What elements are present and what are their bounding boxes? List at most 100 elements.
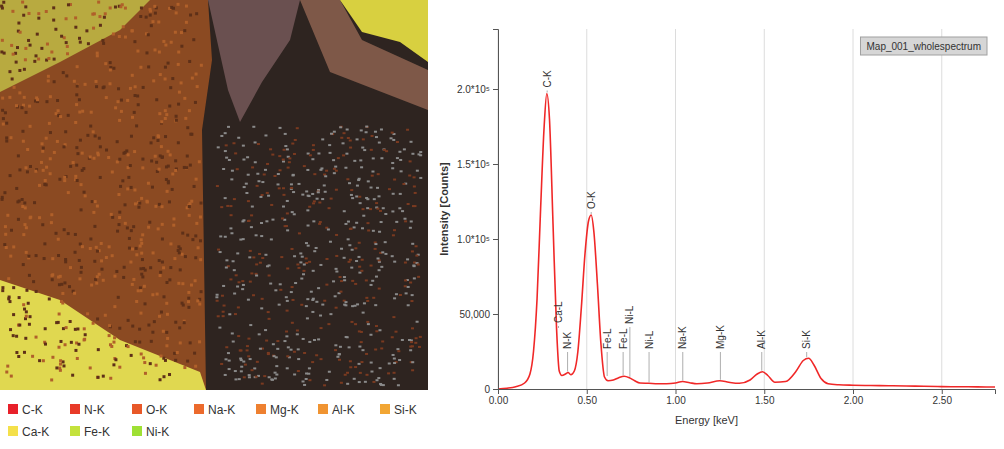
map-pixel bbox=[371, 280, 374, 282]
map-pixel bbox=[362, 138, 365, 140]
map-pixel bbox=[284, 133, 287, 135]
map-pixel bbox=[391, 162, 394, 164]
map-pixel bbox=[286, 148, 289, 150]
map-pixel bbox=[351, 249, 354, 251]
map-pixel bbox=[225, 259, 228, 261]
x-tick-label: 2.50 bbox=[933, 395, 953, 406]
map-pixel bbox=[136, 50, 139, 53]
map-pixel bbox=[55, 366, 58, 369]
y-tick-label: 0 bbox=[484, 384, 490, 395]
map-pixel bbox=[21, 130, 24, 133]
map-pixel bbox=[282, 159, 285, 161]
x-tick-label: 2.00 bbox=[844, 395, 864, 406]
map-region bbox=[340, 0, 428, 62]
map-pixel bbox=[184, 117, 187, 120]
map-pixel bbox=[419, 336, 422, 338]
map-pixel bbox=[375, 276, 378, 278]
map-pixel bbox=[270, 378, 273, 380]
map-pixel bbox=[145, 200, 148, 203]
map-pixel bbox=[404, 262, 407, 264]
map-pixel bbox=[241, 288, 244, 290]
map-pixel bbox=[270, 238, 273, 240]
map-pixel bbox=[47, 75, 50, 78]
map-pixel bbox=[237, 335, 240, 337]
map-pixel bbox=[168, 373, 171, 376]
map-pixel bbox=[408, 339, 411, 341]
map-pixel bbox=[325, 379, 328, 381]
map-pixel bbox=[392, 354, 395, 356]
peak-leader bbox=[761, 352, 762, 371]
map-pixel bbox=[134, 85, 137, 88]
map-pixel bbox=[337, 157, 340, 159]
map-pixel bbox=[35, 54, 38, 57]
map-pixel bbox=[217, 249, 220, 251]
map-pixel bbox=[250, 214, 253, 216]
map-pixel bbox=[100, 242, 103, 245]
map-pixel bbox=[267, 311, 270, 313]
map-pixel bbox=[164, 77, 167, 80]
map-pixel bbox=[227, 352, 230, 354]
map-region bbox=[208, 0, 300, 122]
map-pixel bbox=[358, 266, 361, 268]
map-pixel bbox=[107, 156, 110, 159]
map-pixel bbox=[6, 214, 9, 217]
map-pixel bbox=[74, 26, 77, 29]
map-pixel bbox=[105, 149, 108, 152]
map-pixel bbox=[11, 77, 14, 80]
map-pixel bbox=[18, 168, 21, 171]
map-pixel bbox=[174, 321, 177, 324]
map-pixel bbox=[279, 127, 282, 129]
map-pixel bbox=[365, 126, 368, 128]
legend-label: Map_001_wholespectrum bbox=[866, 41, 981, 52]
map-pixel bbox=[74, 121, 77, 124]
map-pixel bbox=[140, 6, 143, 9]
x-tick-label: 1.50 bbox=[755, 395, 775, 406]
map-pixel bbox=[382, 384, 385, 386]
map-pixel bbox=[373, 198, 376, 200]
map-pixel bbox=[303, 165, 306, 167]
map-pixel bbox=[45, 166, 48, 169]
map-pixel bbox=[131, 29, 134, 32]
map-pixel bbox=[102, 279, 105, 282]
map-pixel bbox=[131, 29, 134, 32]
map-pixel bbox=[153, 5, 156, 8]
y-tick: 1.0*10⁵ bbox=[457, 234, 498, 245]
y-tick: 0 bbox=[484, 384, 498, 395]
map-pixel bbox=[263, 375, 266, 377]
map-pixel bbox=[381, 251, 384, 253]
map-pixel bbox=[123, 266, 126, 269]
map-pixel bbox=[188, 60, 191, 63]
map-pixel bbox=[372, 297, 375, 299]
map-pixel bbox=[417, 264, 420, 266]
map-pixel bbox=[80, 208, 83, 211]
map-pixel bbox=[177, 282, 180, 285]
map-pixel bbox=[109, 61, 112, 64]
map-pixel bbox=[399, 294, 402, 296]
map-pixel bbox=[248, 374, 251, 376]
map-pixel bbox=[230, 214, 233, 216]
grid bbox=[498, 29, 942, 389]
map-pixel bbox=[37, 58, 40, 61]
map-pixel bbox=[340, 126, 343, 128]
map-pixel bbox=[89, 237, 92, 240]
map-pixel bbox=[130, 186, 133, 189]
map-pixel bbox=[57, 109, 60, 112]
annotations: C-KCa-LN-KO-KFe-LFe-LNi-LNi-LNa-KMg-KAl-… bbox=[542, 70, 813, 382]
legend-label: O-K bbox=[146, 403, 167, 417]
map-pixel bbox=[137, 103, 140, 106]
map-pixel bbox=[362, 215, 365, 217]
map-pixel bbox=[358, 330, 361, 332]
map-pixel bbox=[163, 295, 166, 298]
map-pixel bbox=[198, 160, 201, 163]
map-pixel bbox=[10, 375, 13, 378]
map-pixel bbox=[283, 340, 286, 342]
map-pixel bbox=[83, 338, 86, 341]
peak-label: Fe-L bbox=[602, 328, 613, 349]
map-pixel bbox=[159, 378, 162, 381]
map-pixel bbox=[410, 300, 413, 302]
map-pixel bbox=[160, 145, 163, 148]
map-pixel bbox=[165, 331, 168, 334]
map-pixel bbox=[346, 336, 349, 338]
map-pixel bbox=[309, 154, 312, 156]
map-pixel bbox=[168, 278, 171, 281]
